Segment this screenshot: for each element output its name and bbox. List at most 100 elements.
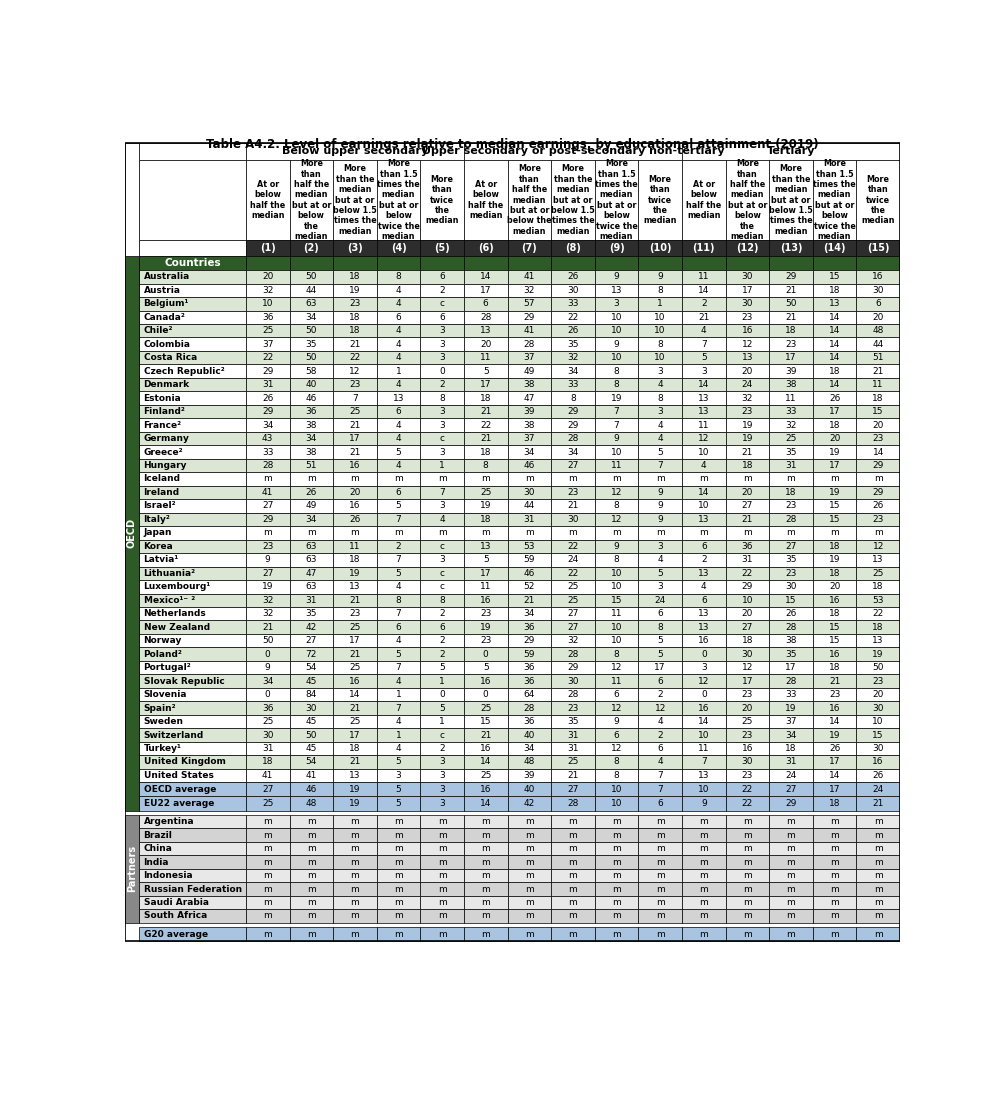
Text: More
than
twice
the
median: More than twice the median bbox=[861, 175, 895, 226]
Text: c: c bbox=[440, 731, 445, 739]
Text: 5: 5 bbox=[396, 447, 401, 457]
Text: 45: 45 bbox=[306, 744, 317, 753]
Text: Germany: Germany bbox=[144, 434, 189, 443]
Bar bbox=[638, 337, 682, 351]
Bar bbox=[333, 796, 377, 811]
Bar bbox=[377, 473, 420, 486]
Bar bbox=[638, 594, 682, 607]
Bar bbox=[464, 378, 508, 391]
Text: 17: 17 bbox=[829, 757, 840, 766]
Text: 11: 11 bbox=[480, 583, 491, 592]
Text: 6: 6 bbox=[483, 299, 489, 308]
Bar bbox=[813, 473, 856, 486]
Bar bbox=[246, 702, 290, 715]
Text: 3: 3 bbox=[439, 502, 445, 510]
Bar bbox=[813, 391, 856, 405]
Text: m: m bbox=[743, 871, 752, 880]
Text: 40: 40 bbox=[524, 785, 535, 794]
Text: 14: 14 bbox=[829, 326, 840, 335]
Text: 33: 33 bbox=[785, 407, 797, 416]
Text: 21: 21 bbox=[480, 731, 491, 739]
Bar bbox=[856, 927, 900, 941]
Text: 25: 25 bbox=[262, 326, 273, 335]
Bar bbox=[726, 431, 769, 445]
Bar bbox=[420, 842, 464, 855]
Text: 18: 18 bbox=[829, 286, 840, 295]
Text: China: China bbox=[144, 844, 172, 853]
Bar bbox=[638, 526, 682, 539]
Text: m: m bbox=[656, 898, 665, 907]
Text: 28: 28 bbox=[567, 434, 579, 443]
Text: 26: 26 bbox=[349, 515, 361, 524]
Bar bbox=[769, 868, 813, 882]
Text: 13: 13 bbox=[698, 569, 710, 578]
Text: More
than the
median
but at or
below 1.5
times the
median: More than the median but at or below 1.5… bbox=[333, 165, 377, 236]
Text: 20: 20 bbox=[829, 583, 840, 592]
Bar bbox=[464, 868, 508, 882]
Text: 37: 37 bbox=[785, 717, 797, 726]
Bar bbox=[420, 927, 464, 941]
Text: 14: 14 bbox=[829, 717, 840, 726]
Bar bbox=[769, 796, 813, 811]
Bar bbox=[139, 742, 246, 755]
Bar bbox=[769, 486, 813, 499]
Bar bbox=[420, 526, 464, 539]
Text: 4: 4 bbox=[396, 380, 401, 389]
Bar bbox=[246, 405, 290, 418]
Bar bbox=[856, 661, 900, 674]
Bar bbox=[420, 755, 464, 768]
Text: 22: 22 bbox=[742, 785, 753, 794]
Bar bbox=[420, 855, 464, 868]
Bar bbox=[333, 351, 377, 365]
Bar bbox=[139, 796, 246, 811]
Text: 13: 13 bbox=[611, 286, 622, 295]
Text: m: m bbox=[874, 871, 883, 880]
Bar bbox=[246, 634, 290, 647]
Bar bbox=[595, 674, 638, 688]
Text: 15: 15 bbox=[829, 636, 840, 645]
Text: m: m bbox=[569, 857, 577, 866]
Bar bbox=[420, 431, 464, 445]
Bar bbox=[813, 868, 856, 882]
Text: 23: 23 bbox=[567, 704, 579, 713]
Text: m: m bbox=[569, 912, 577, 921]
Text: 37: 37 bbox=[262, 340, 273, 349]
Text: m: m bbox=[525, 884, 534, 894]
Bar bbox=[139, 142, 246, 160]
Text: 28: 28 bbox=[567, 800, 579, 808]
Text: 25: 25 bbox=[785, 434, 797, 443]
Bar bbox=[420, 828, 464, 842]
Bar bbox=[139, 473, 246, 486]
Text: 44: 44 bbox=[873, 340, 884, 349]
Text: 36: 36 bbox=[262, 312, 273, 321]
Text: 6: 6 bbox=[396, 623, 401, 632]
Bar bbox=[377, 418, 420, 431]
Bar bbox=[464, 240, 508, 256]
Text: More
than 1.5
times the
median
but at or
below
twice the
median: More than 1.5 times the median but at or… bbox=[813, 159, 856, 241]
Bar bbox=[464, 270, 508, 284]
Text: m: m bbox=[351, 844, 359, 853]
Text: 21: 21 bbox=[785, 286, 797, 295]
Bar bbox=[246, 256, 290, 270]
Bar bbox=[420, 405, 464, 418]
Text: m: m bbox=[307, 871, 316, 880]
Text: 7: 7 bbox=[614, 420, 619, 429]
Bar bbox=[420, 240, 464, 256]
Text: 18: 18 bbox=[480, 447, 491, 457]
Bar bbox=[726, 418, 769, 431]
Bar bbox=[638, 284, 682, 297]
Bar bbox=[508, 270, 551, 284]
Bar bbox=[139, 896, 246, 910]
Bar bbox=[769, 365, 813, 378]
Bar bbox=[290, 634, 333, 647]
Text: 18: 18 bbox=[262, 757, 273, 766]
Text: m: m bbox=[525, 844, 534, 853]
Text: 20: 20 bbox=[873, 312, 884, 321]
Text: 2: 2 bbox=[701, 299, 707, 308]
Text: 46: 46 bbox=[524, 461, 535, 470]
Bar bbox=[377, 715, 420, 728]
Text: 2: 2 bbox=[701, 555, 707, 564]
Text: 1: 1 bbox=[396, 367, 401, 376]
Text: 54: 54 bbox=[306, 757, 317, 766]
Text: m: m bbox=[525, 831, 534, 840]
